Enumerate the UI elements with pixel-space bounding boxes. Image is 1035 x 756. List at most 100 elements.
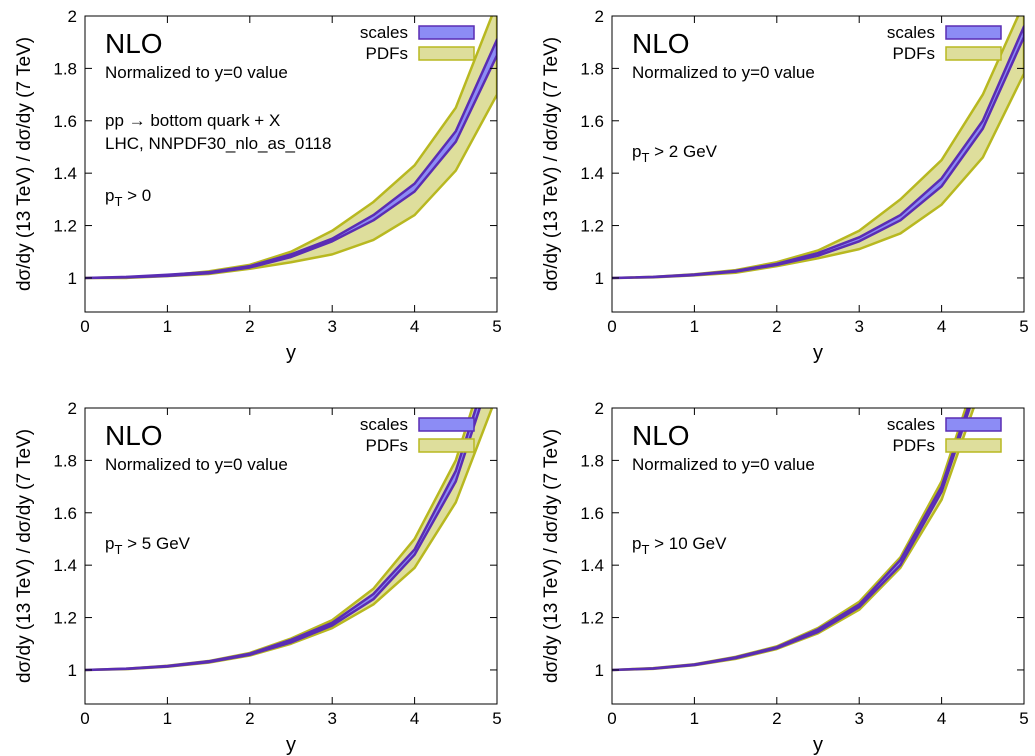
- legend-label: PDFs: [366, 44, 409, 63]
- x-tick-label: 1: [690, 709, 699, 728]
- legend-label: PDFs: [893, 44, 936, 63]
- cut-label-sub: T: [641, 150, 649, 165]
- x-tick-label: 2: [245, 709, 254, 728]
- cut-label-part: > 10 GeV: [649, 534, 727, 553]
- x-tick-label: 5: [492, 709, 501, 728]
- legend-label: scales: [887, 415, 935, 434]
- x-tick-label: 5: [1019, 317, 1028, 336]
- cut-label-part: > 5 GeV: [122, 534, 190, 553]
- x-tick-label: 3: [327, 709, 336, 728]
- panel: 0 1 2 3 4 5 1 1.2 1.4 1.6 1.8 2 y dσ/dy (13 TeV) / dσ…: [541, 7, 1029, 364]
- legend-swatch: [418, 417, 475, 432]
- legend-swatch: [418, 25, 475, 40]
- x-tick-label: 5: [1019, 709, 1028, 728]
- band-1: [612, 25, 1024, 280]
- y-tick-label: 1.6: [53, 112, 77, 131]
- x-tick-label: 2: [245, 317, 254, 336]
- cut-label-part: p: [632, 534, 641, 553]
- legend-label: scales: [360, 23, 408, 42]
- x-axis-label: y: [813, 734, 823, 756]
- y-axis-label: dσ/dy (13 TeV) / dσ/dy (7 TeV): [541, 429, 562, 683]
- y-tick-label: 1.8: [53, 59, 77, 78]
- y-tick-label: 1.6: [580, 112, 604, 131]
- y-tick-label: 1.4: [580, 556, 604, 575]
- plot-frame: [611, 15, 1025, 313]
- cut-label-part: > 0: [122, 186, 151, 205]
- panel-subtitle: Normalized to y=0 value: [632, 63, 815, 82]
- y-tick-label: 2: [595, 7, 604, 26]
- x-tick-label: 4: [410, 709, 419, 728]
- cut-label-part: p: [105, 534, 114, 553]
- y-tick-label: 1: [68, 269, 77, 288]
- panel-subtitle: Normalized to y=0 value: [105, 63, 288, 82]
- x-tick-label: 3: [854, 709, 863, 728]
- legend-swatch: [945, 25, 1002, 40]
- plot-frame: [84, 15, 498, 313]
- x-tick-label: 4: [410, 317, 419, 336]
- cut-label-part: > 2 GeV: [649, 142, 717, 161]
- x-tick-label: 2: [772, 709, 781, 728]
- x-tick-label: 2: [772, 317, 781, 336]
- cut-label: pT > 0: [105, 186, 151, 209]
- panel: 0 1 2 3 4 5 1 1.2 1.4 1.6 1.8 2 y dσ/dy (13 TeV) / dσ…: [14, 7, 502, 364]
- panel: 0 1 2 3 4 5 1 1.2 1.4 1.6 1.8 2 y dσ/dy (13 TeV) / dσ…: [541, 399, 1029, 756]
- cut-label-sub: T: [114, 542, 122, 557]
- x-tick-label: 1: [163, 317, 172, 336]
- legend-label: PDFs: [893, 436, 936, 455]
- legend-swatch: [945, 417, 1002, 432]
- band-0: [85, 408, 494, 672]
- x-tick-label: 1: [163, 709, 172, 728]
- x-tick-label: 4: [937, 709, 946, 728]
- x-tick-label: 4: [937, 317, 946, 336]
- cut-label-part: p: [632, 142, 641, 161]
- panel-title: NLO: [632, 420, 690, 451]
- y-tick-label: 1: [68, 661, 77, 680]
- legend-label: PDFs: [366, 436, 409, 455]
- legend-label: scales: [887, 23, 935, 42]
- y-tick-label: 2: [68, 7, 77, 26]
- annotation: LHC, NNPDF30_nlo_as_0118: [105, 134, 331, 153]
- y-axis-label: dσ/dy (13 TeV) / dσ/dy (7 TeV): [541, 37, 562, 291]
- cut-label-part: p: [105, 186, 114, 205]
- legend-swatch: [418, 438, 475, 453]
- panel-subtitle: Normalized to y=0 value: [632, 455, 815, 474]
- y-tick-label: 1.4: [580, 164, 604, 183]
- legend-swatch: [945, 46, 1002, 61]
- x-tick-label: 1: [690, 317, 699, 336]
- cut-label-sub: T: [641, 542, 649, 557]
- x-axis-label: y: [286, 342, 296, 364]
- legend-swatch: [418, 46, 475, 61]
- y-tick-label: 1.6: [580, 504, 604, 523]
- y-tick-label: 1.4: [53, 556, 77, 575]
- cut-label-sub: T: [114, 194, 122, 209]
- cut-label: pT > 10 GeV: [632, 534, 727, 557]
- y-tick-label: 1.2: [580, 609, 604, 628]
- plot-frame: [611, 407, 1025, 705]
- y-tick-label: 2: [68, 399, 77, 418]
- x-tick-label: 3: [854, 317, 863, 336]
- band-1: [85, 408, 482, 672]
- plot-frame: [84, 407, 498, 705]
- panel-subtitle: Normalized to y=0 value: [105, 455, 288, 474]
- x-tick-label: 5: [492, 317, 501, 336]
- y-axis-label: dσ/dy (13 TeV) / dσ/dy (7 TeV): [14, 429, 35, 683]
- x-tick-label: 0: [607, 317, 616, 336]
- y-tick-label: 1.8: [53, 451, 77, 470]
- cut-label: pT > 5 GeV: [105, 534, 191, 557]
- x-axis-label: y: [286, 734, 296, 756]
- panel-title: NLO: [105, 28, 163, 59]
- x-tick-label: 0: [607, 709, 616, 728]
- y-tick-label: 2: [595, 399, 604, 418]
- x-tick-label: 3: [327, 317, 336, 336]
- legend-swatch: [945, 438, 1002, 453]
- annotation: pp → bottom quark + X: [105, 111, 280, 130]
- y-axis-label: dσ/dy (13 TeV) / dσ/dy (7 TeV): [14, 37, 35, 291]
- y-tick-label: 1: [595, 269, 604, 288]
- y-tick-label: 1.2: [580, 217, 604, 236]
- legend-label: scales: [360, 415, 408, 434]
- y-tick-label: 1.8: [580, 451, 604, 470]
- y-tick-label: 1.6: [53, 504, 77, 523]
- y-tick-label: 1: [595, 661, 604, 680]
- x-tick-label: 0: [80, 709, 89, 728]
